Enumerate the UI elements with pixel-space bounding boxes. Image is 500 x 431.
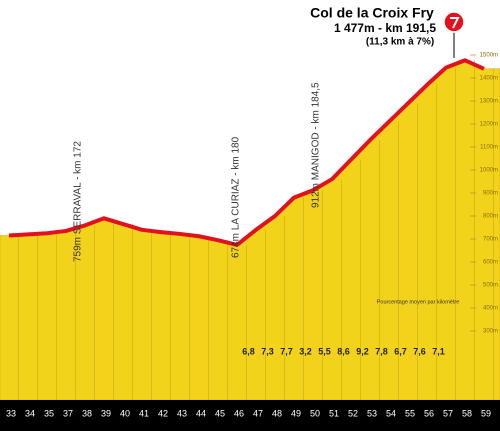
y-tick-label: 400m (483, 306, 498, 312)
x-tick-label: 33 (6, 408, 16, 418)
y-tick-label: 700m (483, 237, 498, 243)
gradient-label: 7,8 (375, 346, 388, 356)
x-tick-label: 39 (101, 408, 111, 418)
x-tick-label: 41 (139, 408, 149, 418)
marker-icon (450, 17, 460, 29)
marker-badge (443, 11, 465, 33)
subtitle: 1 477m - km 191,5 (334, 21, 436, 35)
x-tick-label: 48 (272, 408, 282, 418)
gradient-label: 3,2 (299, 346, 312, 356)
x-tick-label: 35 (44, 408, 54, 418)
x-tick-label: 49 (291, 408, 301, 418)
x-tick-label: 51 (329, 408, 339, 418)
annotation: 759m SERRAVAL - km 172 (73, 141, 84, 262)
x-tick-label: 46 (234, 408, 244, 418)
gradient-label: 6,8 (242, 346, 255, 356)
x-tick-label: 45 (215, 408, 225, 418)
y-tick-label: 1200m (480, 122, 498, 128)
y-tick-label: 1500m (480, 53, 498, 59)
title: Col de la Croix Fry (310, 5, 434, 21)
gradient-label: 7,1 (432, 346, 445, 356)
x-tick-label: 43 (177, 408, 187, 418)
x-tick-label: 58 (462, 408, 472, 418)
gradient-label: 7,7 (280, 346, 293, 356)
gradient-label: 5,5 (318, 346, 331, 356)
x-tick-label: 34 (25, 408, 35, 418)
x-band (0, 400, 500, 431)
x-tick-label: 55 (405, 408, 415, 418)
x-tick-label: 38 (82, 408, 92, 418)
y-tick-label: 300m (483, 329, 498, 335)
x-tick-label: 50 (310, 408, 320, 418)
x-tick-label: 59 (481, 408, 491, 418)
gradient-label: 9,2 (356, 346, 369, 356)
gradient-label: 7,6 (413, 346, 426, 356)
x-tick-label: 44 (196, 408, 206, 418)
x-tick-label: 52 (348, 408, 358, 418)
profile-line (8, 58, 485, 247)
y-tick-label: 900m (483, 191, 498, 197)
annotation: 912m MANIGOD - km 184,5 (311, 82, 322, 208)
x-tick-label: 57 (443, 408, 453, 418)
x-tick-label: 53 (367, 408, 377, 418)
x-tick-label: 47 (253, 408, 263, 418)
note: (11,3 km à 7%) (366, 37, 434, 48)
gradient-label: 6,7 (394, 346, 407, 356)
x-tick-label: 54 (386, 408, 396, 418)
y-tick-label: 1100m (480, 145, 498, 151)
x-tick-label: 42 (158, 408, 168, 418)
x-tick-label: 40 (120, 408, 130, 418)
y-tick-label: 1300m (480, 99, 498, 105)
x-tick-label: 56 (424, 408, 434, 418)
y-tick-label: 500m (483, 283, 498, 289)
annotation: 674m LA CURIAZ - km 180 (231, 136, 242, 258)
gradient-label: 7,3 (261, 346, 274, 356)
y-tick-label: 1000m (480, 168, 498, 174)
gradient-title: Pourcentage moyen par kilomètre (377, 299, 460, 305)
y-tick-label: 600m (483, 260, 498, 266)
x-tick-label: 37 (63, 408, 73, 418)
y-tick-label: 1400m (480, 76, 498, 82)
col-marker (443, 11, 465, 58)
gradient-label: 8,6 (337, 346, 350, 356)
y-tick-label: 800m (483, 214, 498, 220)
